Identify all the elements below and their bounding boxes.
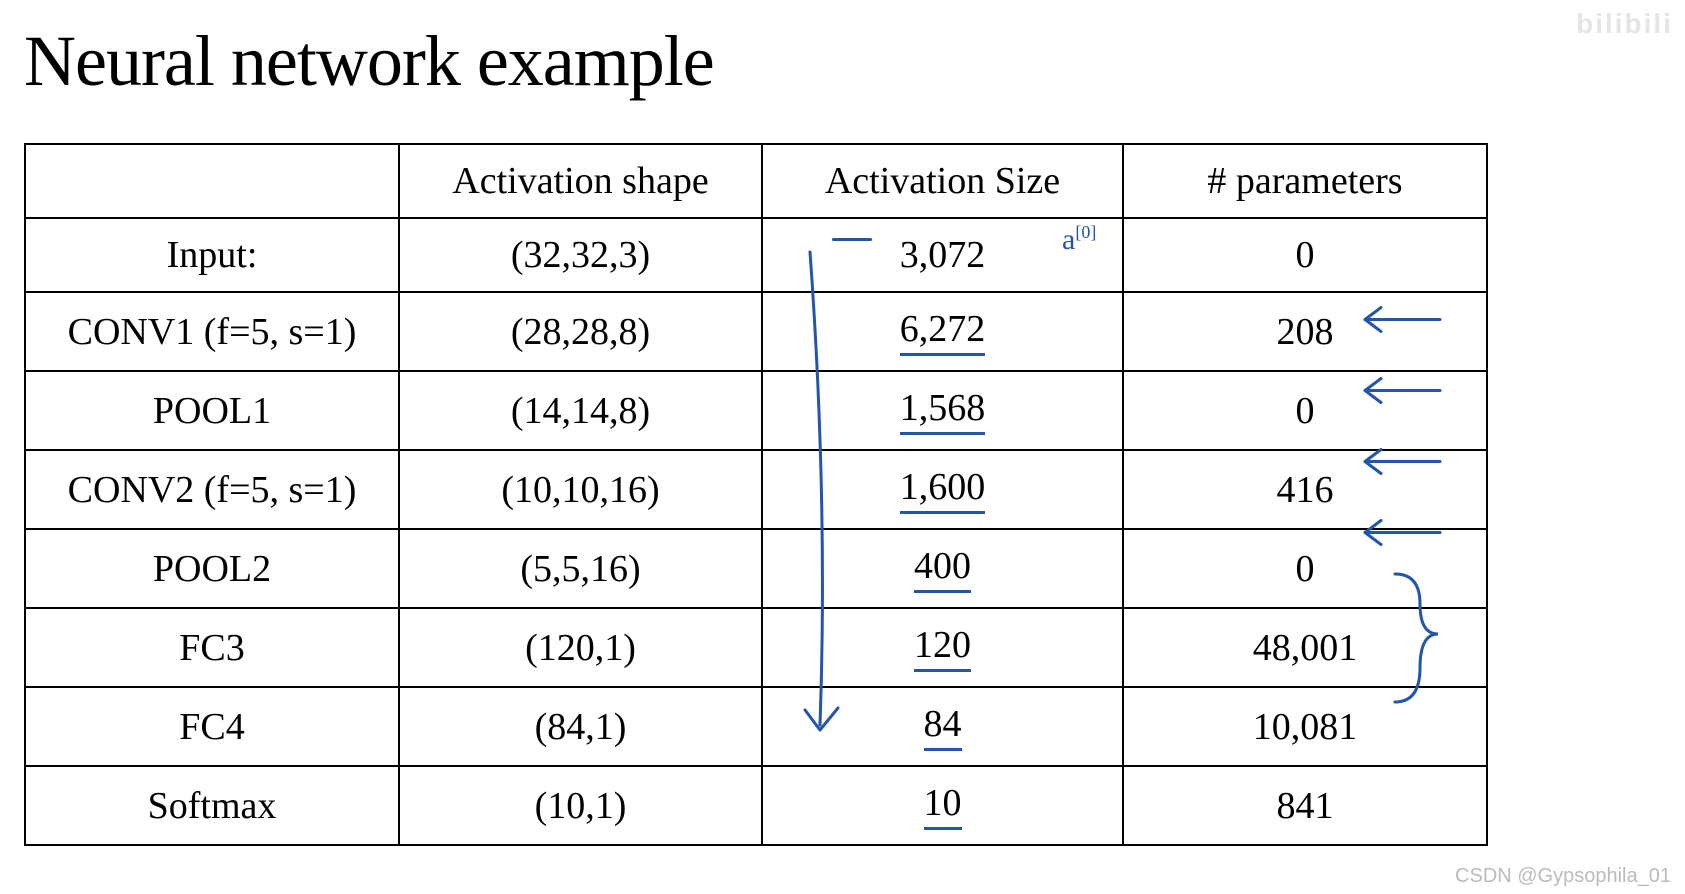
cell-params: 416	[1123, 450, 1487, 529]
cell-params: 48,001	[1123, 608, 1487, 687]
cell-shape: (120,1)	[399, 608, 762, 687]
cell-layer: CONV1 (f=5, s=1)	[25, 292, 399, 371]
cell-params: 10,081	[1123, 687, 1487, 766]
header-shape: Activation shape	[399, 144, 762, 218]
cell-size: 3,072	[762, 218, 1123, 292]
cell-shape: (5,5,16)	[399, 529, 762, 608]
cell-shape: (84,1)	[399, 687, 762, 766]
cell-shape: (10,1)	[399, 766, 762, 845]
table-row: POOL2(5,5,16)4000	[25, 529, 1487, 608]
table-row: Softmax(10,1)10841	[25, 766, 1487, 845]
cell-shape: (32,32,3)	[399, 218, 762, 292]
cell-layer: FC3	[25, 608, 399, 687]
cell-layer: Input:	[25, 218, 399, 292]
cell-params: 0	[1123, 371, 1487, 450]
nn-table: Activation shape Activation Size # param…	[24, 143, 1488, 846]
cell-layer: CONV2 (f=5, s=1)	[25, 450, 399, 529]
cell-shape: (10,10,16)	[399, 450, 762, 529]
table-row: Input:(32,32,3)3,0720	[25, 218, 1487, 292]
watermark-top: bilibili	[1576, 8, 1673, 40]
header-row: Activation shape Activation Size # param…	[25, 144, 1487, 218]
cell-size: 1,568	[762, 371, 1123, 450]
cell-params: 841	[1123, 766, 1487, 845]
cell-layer: FC4	[25, 687, 399, 766]
header-layer	[25, 144, 399, 218]
cell-layer: Softmax	[25, 766, 399, 845]
table-row: FC3(120,1)12048,001	[25, 608, 1487, 687]
header-params: # parameters	[1123, 144, 1487, 218]
cell-params: 0	[1123, 218, 1487, 292]
cell-size: 1,600	[762, 450, 1123, 529]
page-title: Neural network example	[24, 20, 1661, 103]
cell-layer: POOL1	[25, 371, 399, 450]
cell-size: 120	[762, 608, 1123, 687]
cell-size: 400	[762, 529, 1123, 608]
cell-size: 10	[762, 766, 1123, 845]
watermark-bottom: CSDN @Gypsophila_01	[1455, 865, 1671, 888]
cell-shape: (14,14,8)	[399, 371, 762, 450]
cell-layer: POOL2	[25, 529, 399, 608]
header-size: Activation Size	[762, 144, 1123, 218]
table-row: CONV1 (f=5, s=1)(28,28,8)6,272208	[25, 292, 1487, 371]
cell-params: 0	[1123, 529, 1487, 608]
cell-shape: (28,28,8)	[399, 292, 762, 371]
cell-size: 84	[762, 687, 1123, 766]
table-row: CONV2 (f=5, s=1)(10,10,16)1,600416	[25, 450, 1487, 529]
cell-size: 6,272	[762, 292, 1123, 371]
cell-params: 208	[1123, 292, 1487, 371]
table-row: POOL1(14,14,8)1,5680	[25, 371, 1487, 450]
table-row: FC4(84,1)8410,081	[25, 687, 1487, 766]
